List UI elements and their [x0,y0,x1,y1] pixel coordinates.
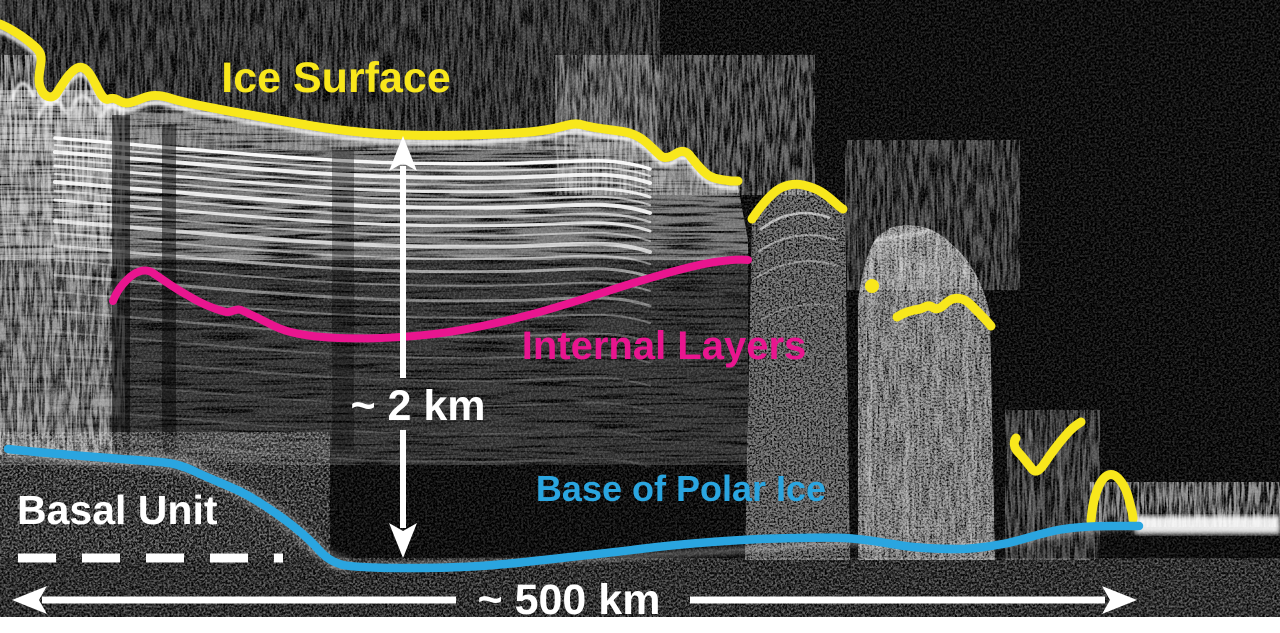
ice-surface-segment [747,179,848,224]
base-of-polar-ice-line [3,444,1144,573]
bottom-margin [0,617,1280,633]
ice-surface-label: Ice Surface [221,54,450,102]
ice-surface-segment [1086,470,1138,526]
horizontal-scale-arrow [12,586,1137,614]
arrowhead-up-icon [389,136,417,171]
mound-texture [745,185,850,560]
horizontal-scale-label: ~ 500 km [478,576,661,624]
block-texture [858,225,995,560]
arrowhead-left-icon [12,586,47,614]
internal-layers-label: Internal Layers [522,324,807,368]
vertical-scale-label: ~ 2 km [350,382,485,430]
internal-layers-line [109,255,752,343]
annotations: Ice Surface Internal Layers Base of Pola… [0,24,1144,624]
arrowhead-right-icon [1102,586,1137,614]
basal-unit-label: Basal Unit [17,487,218,533]
ice-surface-dot [865,279,879,293]
vertical-scale-arrow [389,136,417,558]
subsurface-band [0,558,1280,617]
radargram-texture [0,0,1280,617]
base-of-polar-ice-label: Base of Polar Ice [536,468,826,509]
ice-surface-segment [892,293,996,331]
ice-surface-segment [1009,417,1086,476]
ice-surface-line [0,24,1138,526]
arrowhead-down-icon [389,523,417,558]
